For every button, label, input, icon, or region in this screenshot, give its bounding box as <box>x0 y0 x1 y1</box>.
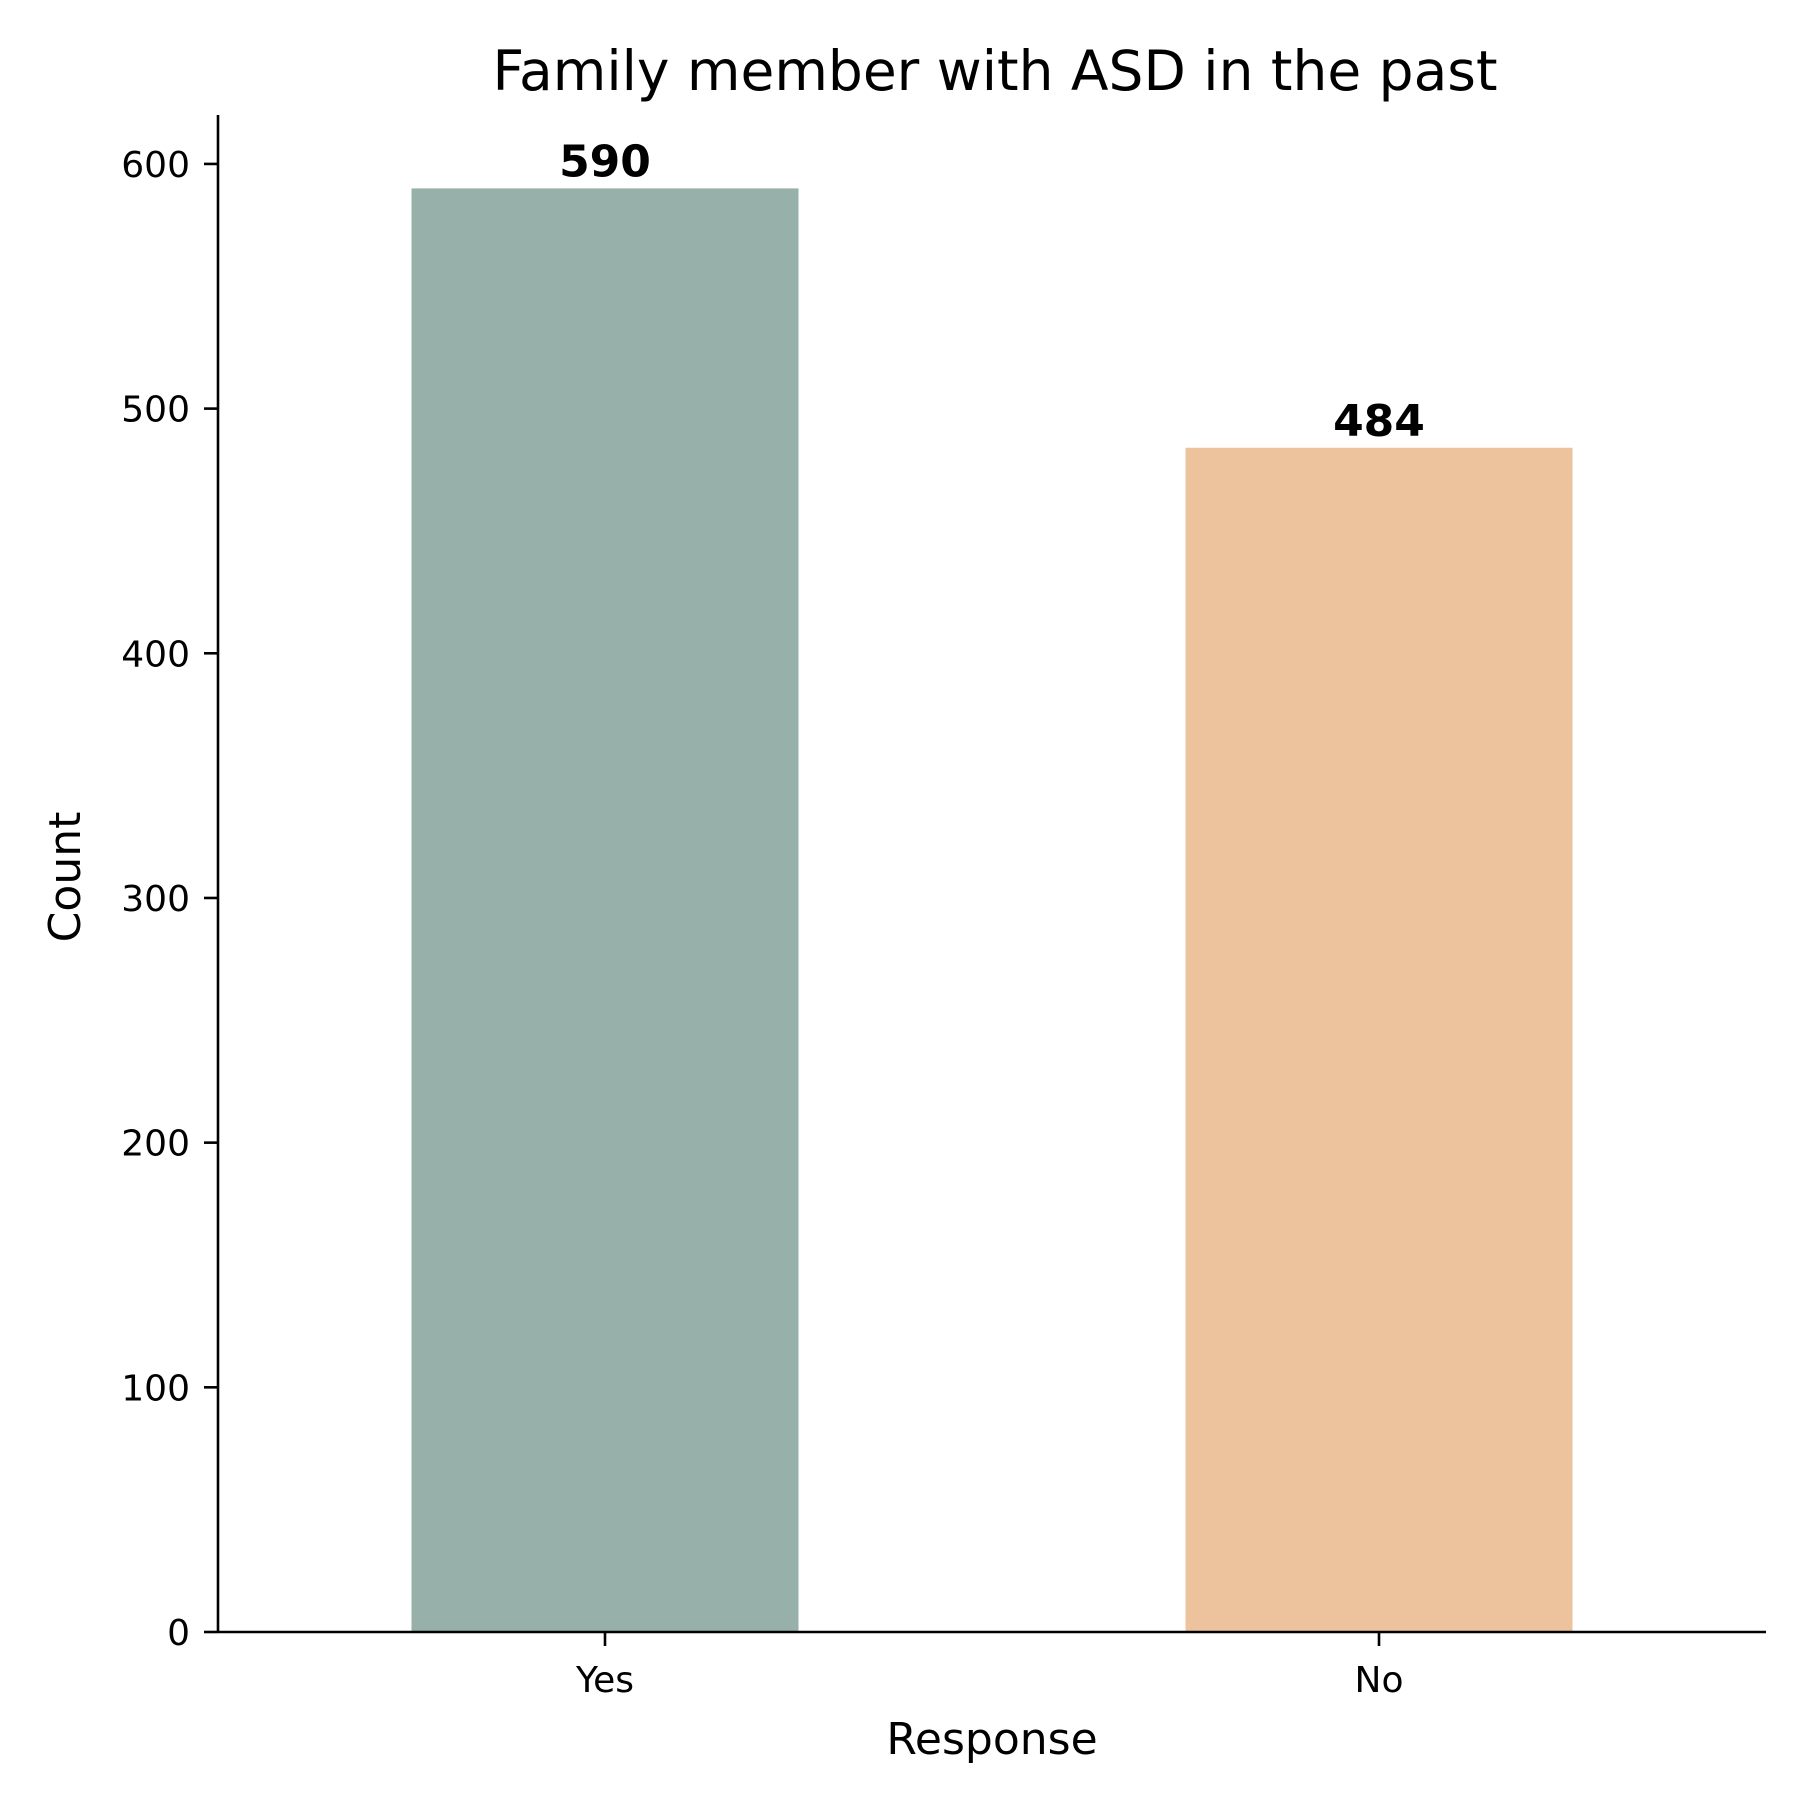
data-label-no: 484 <box>1333 396 1425 447</box>
y-tick-label-200: 200 <box>121 1124 190 1165</box>
bar-yes <box>411 188 799 1633</box>
data-label-yes: 590 <box>559 136 651 187</box>
x-axis-ticks: Yes No <box>575 1632 1404 1701</box>
y-tick-label-0: 0 <box>167 1613 190 1654</box>
chart-title: Family member with ASD in the past <box>492 39 1497 103</box>
x-tick-label-no: No <box>1355 1660 1404 1701</box>
bars-layer <box>411 188 1573 1633</box>
y-tick-label-500: 500 <box>121 390 190 431</box>
y-tick-label-600: 600 <box>121 145 190 186</box>
y-tick-label-300: 300 <box>121 879 190 920</box>
y-tick-label-400: 400 <box>121 634 190 675</box>
x-axis-label: Response <box>886 1714 1097 1765</box>
bar-no <box>1185 447 1573 1633</box>
y-axis-label: Count <box>40 812 91 943</box>
y-tick-label-100: 100 <box>121 1368 190 1409</box>
data-labels-layer: 590 484 <box>559 136 1425 446</box>
x-tick-label-yes: Yes <box>575 1660 634 1701</box>
y-axis-ticks: 0 100 200 300 400 500 600 <box>121 145 218 1654</box>
